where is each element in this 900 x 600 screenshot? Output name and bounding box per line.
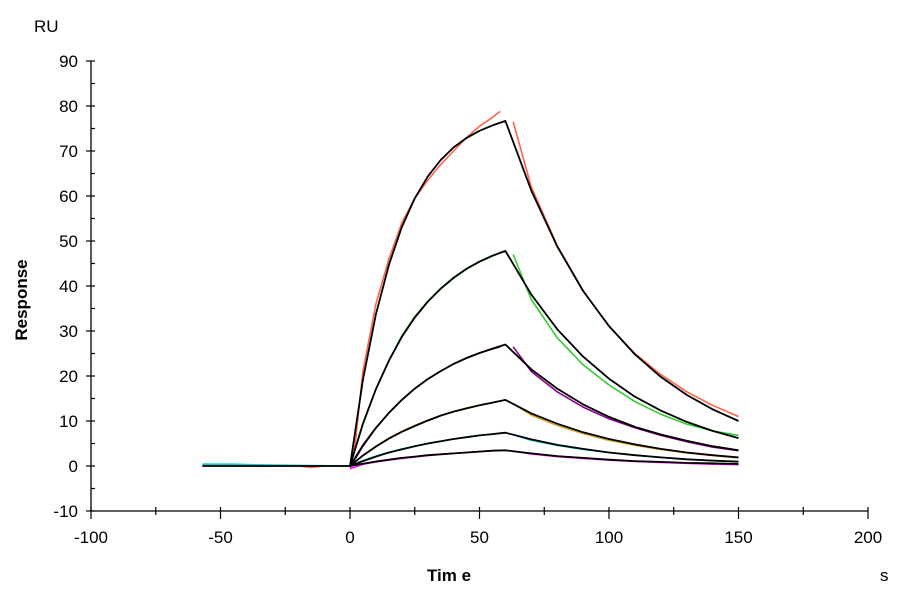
y-tick-label: 40 xyxy=(59,277,78,296)
y-tick-label: 20 xyxy=(59,367,78,386)
y-tick-label: 90 xyxy=(59,52,78,71)
measured-curves xyxy=(202,110,739,470)
x-tick-label: 200 xyxy=(854,528,882,547)
y-tick-label: 70 xyxy=(59,142,78,161)
x-tick-label: -50 xyxy=(208,528,233,547)
y-tick-label: 30 xyxy=(59,322,78,341)
x-tick-label: 50 xyxy=(470,528,489,547)
y-axis-title: Response xyxy=(12,259,31,340)
measured-curve xyxy=(512,346,739,452)
x-tick-label: 100 xyxy=(595,528,623,547)
x-tick-label: 150 xyxy=(724,528,752,547)
y-tick-label: -10 xyxy=(53,502,78,521)
measured-curve xyxy=(512,433,739,463)
x-unit-label: s xyxy=(880,566,889,585)
measured-curve xyxy=(512,402,739,459)
y-tick-label: 80 xyxy=(59,97,78,116)
measured-curve xyxy=(349,110,501,467)
fit-curve xyxy=(349,449,739,467)
x-tick-label: 0 xyxy=(345,528,354,547)
measured-curve xyxy=(512,121,739,418)
y-tick-label: 60 xyxy=(59,187,78,206)
fit-curves xyxy=(202,120,739,467)
fit-curve xyxy=(349,343,739,467)
x-axis-title: Tim e xyxy=(427,566,471,585)
fit-curve xyxy=(349,249,739,467)
y-tick-label: 50 xyxy=(59,232,78,251)
fit-curve xyxy=(202,120,739,467)
y-tick-label: 10 xyxy=(59,412,78,431)
fit-curve xyxy=(349,398,739,467)
measured-curve xyxy=(349,449,501,470)
y-unit-label: RU xyxy=(34,17,59,36)
fit-curve xyxy=(349,431,739,467)
y-tick-label: 0 xyxy=(69,457,78,476)
measured-curve xyxy=(512,254,739,437)
x-tick-label: -100 xyxy=(74,528,108,547)
